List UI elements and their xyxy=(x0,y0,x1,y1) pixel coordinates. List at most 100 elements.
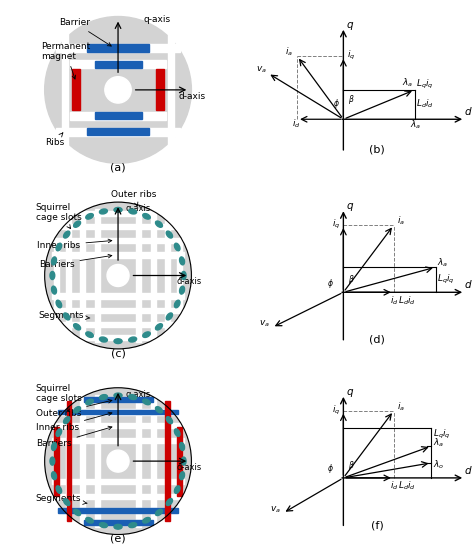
Bar xyxy=(80,211,85,340)
Bar xyxy=(54,308,182,314)
Bar xyxy=(52,252,184,257)
Bar xyxy=(66,213,72,338)
Bar xyxy=(82,397,155,402)
Ellipse shape xyxy=(143,517,150,523)
Ellipse shape xyxy=(73,221,81,228)
Text: $i_q$: $i_q$ xyxy=(332,218,340,231)
Ellipse shape xyxy=(114,393,122,398)
Bar xyxy=(95,209,100,342)
Text: $L_q i_q$: $L_q i_q$ xyxy=(433,428,451,441)
Circle shape xyxy=(45,202,191,349)
Ellipse shape xyxy=(180,442,184,451)
Bar xyxy=(70,60,166,68)
Circle shape xyxy=(105,77,131,103)
Text: (d): (d) xyxy=(369,334,385,344)
Ellipse shape xyxy=(86,332,93,337)
Text: q-axis: q-axis xyxy=(144,15,171,24)
Ellipse shape xyxy=(56,300,62,308)
Text: $q$: $q$ xyxy=(346,20,354,32)
Text: $i_a$: $i_a$ xyxy=(285,46,293,58)
Ellipse shape xyxy=(174,243,180,251)
Text: d-axis: d-axis xyxy=(178,91,205,101)
Ellipse shape xyxy=(73,323,81,330)
Bar xyxy=(55,44,181,52)
Text: Ribs: Ribs xyxy=(45,133,64,147)
Ellipse shape xyxy=(182,457,186,465)
Bar xyxy=(52,438,184,443)
Text: d-axis: d-axis xyxy=(177,277,202,287)
Text: (b): (b) xyxy=(369,145,385,155)
Bar xyxy=(87,128,149,136)
Ellipse shape xyxy=(73,407,81,413)
Circle shape xyxy=(107,264,129,287)
Bar xyxy=(62,20,68,160)
Ellipse shape xyxy=(100,395,108,399)
Bar xyxy=(58,409,178,414)
Bar xyxy=(54,494,182,499)
Bar xyxy=(55,322,181,327)
Bar xyxy=(54,426,59,495)
Ellipse shape xyxy=(180,472,184,480)
Ellipse shape xyxy=(166,417,173,424)
Bar xyxy=(55,507,181,513)
Text: (c): (c) xyxy=(110,348,126,358)
Text: Outer ribs: Outer ribs xyxy=(36,399,112,418)
Text: Squirrel
cage slots: Squirrel cage slots xyxy=(36,383,82,412)
Bar xyxy=(151,397,156,526)
Ellipse shape xyxy=(182,272,186,279)
Text: $q$: $q$ xyxy=(346,387,354,399)
Text: Squirrel
cage slots: Squirrel cage slots xyxy=(36,203,82,229)
Text: $i_a$: $i_a$ xyxy=(397,400,405,413)
Text: (a): (a) xyxy=(110,163,126,172)
Ellipse shape xyxy=(128,523,137,528)
Bar xyxy=(55,128,181,136)
Bar xyxy=(52,479,184,484)
Ellipse shape xyxy=(64,313,70,320)
Text: $i_q$: $i_q$ xyxy=(332,404,340,417)
Ellipse shape xyxy=(174,429,180,436)
Ellipse shape xyxy=(100,209,108,214)
Text: $\phi$: $\phi$ xyxy=(327,277,333,290)
Ellipse shape xyxy=(114,339,122,343)
Bar xyxy=(177,424,182,498)
Text: $i_d$: $i_d$ xyxy=(391,480,399,492)
Bar xyxy=(66,399,72,523)
Bar xyxy=(136,209,141,342)
Text: $\beta$: $\beta$ xyxy=(347,459,354,472)
Bar xyxy=(82,211,155,217)
Text: $d$: $d$ xyxy=(464,278,473,290)
Ellipse shape xyxy=(52,442,56,451)
Bar xyxy=(54,423,182,429)
Bar xyxy=(165,401,170,521)
Ellipse shape xyxy=(155,323,163,330)
Ellipse shape xyxy=(64,231,70,238)
Ellipse shape xyxy=(128,337,137,342)
Bar xyxy=(156,69,164,110)
Ellipse shape xyxy=(100,523,108,528)
Text: $\lambda_a$: $\lambda_a$ xyxy=(402,77,413,89)
Bar xyxy=(177,239,182,312)
Ellipse shape xyxy=(86,517,93,523)
Bar xyxy=(136,395,141,527)
Ellipse shape xyxy=(52,286,56,294)
Text: (f): (f) xyxy=(371,520,383,530)
Text: $i_a$: $i_a$ xyxy=(397,214,405,227)
Bar xyxy=(94,112,142,119)
Text: Segments: Segments xyxy=(39,311,90,320)
Ellipse shape xyxy=(50,272,55,279)
Bar xyxy=(83,520,153,525)
Ellipse shape xyxy=(50,457,55,465)
Ellipse shape xyxy=(86,214,93,219)
Bar xyxy=(54,239,59,312)
Text: $\phi$: $\phi$ xyxy=(333,97,340,110)
Bar xyxy=(87,45,149,52)
Ellipse shape xyxy=(180,286,184,294)
Ellipse shape xyxy=(155,407,163,413)
Ellipse shape xyxy=(155,509,163,516)
Ellipse shape xyxy=(174,486,180,493)
Bar xyxy=(66,401,71,521)
Text: Inner ribs: Inner ribs xyxy=(36,412,112,433)
Ellipse shape xyxy=(56,429,62,436)
Ellipse shape xyxy=(73,509,81,516)
Bar xyxy=(83,397,153,402)
